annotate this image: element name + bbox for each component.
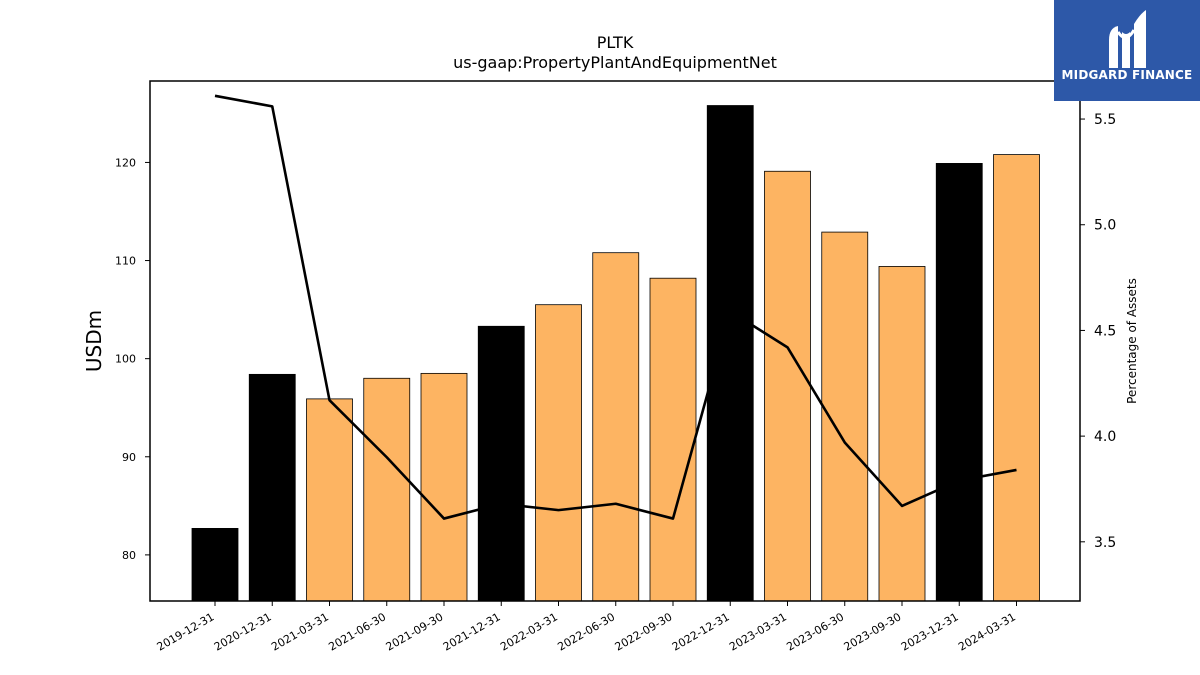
x-tick-label-2022-03-31: 2022-03-31: [498, 610, 560, 653]
y-tick-label-90: 90: [122, 451, 136, 464]
y-axis-label-right: Percentage of Assets: [1125, 278, 1139, 404]
midgard-finance-logo: MIDGARD FINANCE: [1054, 0, 1200, 101]
logo-text: MIDGARD FINANCE: [1061, 68, 1193, 82]
bar-series: [191, 105, 1040, 602]
x-tick-label-2021-06-30: 2021-06-30: [326, 610, 388, 653]
x-tick-label-2022-09-30: 2022-09-30: [613, 610, 675, 653]
y2-tick-label-4: 4.0: [1094, 429, 1116, 445]
x-tick-label-2021-03-31: 2021-03-31: [269, 610, 331, 653]
x-tick-label-2022-06-30: 2022-06-30: [555, 610, 617, 653]
x-tick-label-2019-12-31: 2019-12-31: [155, 610, 217, 653]
x-tick-label-2020-12-31: 2020-12-31: [212, 610, 274, 653]
y-tick-label-110: 110: [115, 255, 136, 268]
x-tick-label-2023-03-31: 2023-03-31: [727, 610, 789, 653]
x-axis: 2019-12-312020-12-312021-03-312021-06-30…: [155, 601, 1018, 654]
bar-2022-12-31: [706, 105, 754, 602]
bar-2021-06-30: [363, 377, 411, 602]
bar-2022-03-31: [535, 304, 582, 602]
x-tick-label-2023-12-31: 2023-12-31: [899, 610, 961, 653]
bar-2022-09-30: [649, 277, 697, 602]
bar-2023-03-31: [764, 170, 811, 602]
y-axis-right: 3.5 4.0 4.5 5.0 5.5: [1080, 112, 1116, 551]
plot-frame: [149, 80, 1081, 602]
bar-2023-12-31: [935, 163, 983, 602]
bar-2020-12-31: [248, 373, 296, 602]
y2-tick-label-4.5: 4.5: [1094, 323, 1116, 339]
bar-2021-12-31: [477, 325, 525, 602]
y-tick-label-100: 100: [115, 353, 136, 366]
line-series: [214, 94, 1017, 520]
bar-2021-03-31: [306, 398, 353, 602]
y2-tick-label-5: 5.0: [1094, 218, 1116, 234]
y-axis-label-left: USDm: [82, 310, 106, 372]
x-tick-label-2024-03-31: 2024-03-31: [956, 610, 1018, 653]
x-tick-label-2021-09-30: 2021-09-30: [384, 610, 446, 653]
x-tick-label-2023-06-30: 2023-06-30: [784, 610, 846, 653]
y2-tick-label-5.5: 5.5: [1094, 112, 1116, 128]
bar-2021-09-30: [420, 372, 468, 602]
bar-2023-09-30: [878, 266, 926, 602]
y-axis-left: 80 90 100 110 120: [115, 156, 150, 562]
x-tick-label-2023-09-30: 2023-09-30: [842, 610, 904, 653]
y2-tick-label-3.5: 3.5: [1094, 535, 1116, 551]
logo-mark-icon: [1109, 10, 1146, 68]
chart-title: PLTK: [597, 33, 634, 52]
x-tick-label-2022-12-31: 2022-12-31: [670, 610, 732, 653]
bar-2024-03-31: [993, 154, 1040, 602]
y-tick-label-120: 120: [115, 156, 136, 169]
bar-2019-12-31: [191, 527, 239, 602]
y-tick-label-80: 80: [122, 549, 136, 562]
x-tick-label-2021-12-31: 2021-12-31: [441, 610, 503, 653]
chart-subtitle: us-gaap:PropertyPlantAndEquipmentNet: [453, 53, 777, 72]
bar-2022-06-30: [592, 252, 640, 602]
